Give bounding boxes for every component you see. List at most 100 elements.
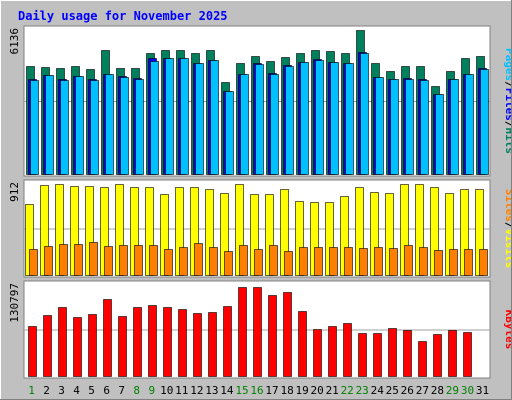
bar-kbytes-24 [373,333,382,377]
x-tick-label-21: 21 [326,384,339,397]
bar-sites-31 [479,249,488,276]
bar-sites-18 [284,251,293,276]
bar-kbytes-18 [283,292,292,377]
x-tick-label-12: 12 [190,384,203,397]
bar-pages-11 [180,58,189,175]
legend-part: Pages [503,48,512,81]
bar-pages-9 [150,61,159,175]
bar-pages-24 [375,77,384,175]
bar-kbytes-19 [298,311,307,377]
bar-pages-1 [30,80,39,175]
series-sites [29,242,488,276]
bar-kbytes-9 [148,305,157,377]
bar-kbytes-12 [193,313,202,377]
x-tick-label-23: 23 [356,384,369,397]
bar-pages-20 [315,60,324,175]
bar-sites-9 [149,245,158,276]
series-legend-label: Pages/Files/Hits [503,48,512,154]
x-tick-label-11: 11 [175,384,188,397]
x-tick-label-2: 2 [43,384,50,397]
bar-pages-30 [465,74,474,175]
bar-pages-26 [405,79,414,175]
x-tick-label-24: 24 [371,384,385,397]
panel-visits-sites: 912 Sites/Visits [8,179,512,278]
bar-pages-5 [90,80,99,175]
bar-sites-13 [209,247,218,276]
bar-pages-14 [225,91,234,175]
x-tick-label-7: 7 [118,384,125,397]
x-tick-label-1: 1 [28,384,35,397]
x-tick-label-9: 9 [148,384,155,397]
bar-sites-21 [329,247,338,276]
bar-sites-26 [404,245,413,276]
x-tick-label-13: 13 [205,384,218,397]
bar-sites-10 [164,249,173,276]
x-tick-label-30: 30 [461,384,474,397]
bar-pages-25 [390,79,399,175]
bar-kbytes-17 [268,295,277,377]
bar-kbytes-3 [58,307,67,377]
x-axis: 1 2 3 4 5 6 7 8 9 10 11 12 13 14 15 16 17 18 19 20 21 22 23 24 2… [28,384,489,397]
bar-pages-10 [165,58,174,175]
bar-pages-15 [240,74,249,175]
bar-sites-16 [254,249,263,276]
bar-pages-31 [480,69,489,175]
x-tick-label-8: 8 [133,384,140,397]
bar-sites-7 [119,245,128,276]
panel-kbytes: 130797 KBytes [8,280,512,379]
bar-kbytes-25 [388,328,397,377]
bar-pages-27 [420,80,429,175]
bar-pages-29 [450,79,459,175]
bar-sites-8 [134,245,143,276]
series-legend-label: Sites/Visits [503,189,512,269]
bar-kbytes-21 [328,326,337,377]
bar-sites-3 [59,244,68,276]
bar-sites-22 [344,247,353,276]
bar-kbytes-2 [43,315,52,377]
x-tick-label-15: 15 [235,384,248,397]
bar-kbytes-8 [133,307,142,377]
bar-sites-2 [44,246,53,276]
bar-sites-4 [74,244,83,276]
series-kbytes [28,287,472,377]
bar-pages-28 [435,94,444,175]
legend-part: / [503,121,512,128]
legend-part: / [503,81,512,88]
bar-kbytes-14 [223,306,232,377]
y-max-label: 6136 [8,28,21,55]
bar-pages-2 [45,75,54,175]
bar-kbytes-11 [178,309,187,377]
bar-kbytes-6 [103,299,112,377]
bar-sites-23 [359,248,368,276]
bar-pages-12 [195,63,204,175]
x-tick-label-28: 28 [431,384,444,397]
bar-kbytes-22 [343,323,352,377]
bar-sites-24 [374,247,383,276]
bar-pages-3 [60,80,69,175]
bar-sites-1 [29,249,38,276]
bar-kbytes-23 [358,333,367,377]
bar-sites-17 [269,245,278,276]
legend-part: Files [503,88,512,121]
series-legend-label: KBytes [503,310,512,350]
legend-part: / [503,222,512,229]
bar-sites-25 [389,248,398,276]
bar-pages-6 [105,74,114,175]
y-max-label: 130797 [8,283,21,323]
bar-sites-5 [89,242,98,276]
x-tick-label-6: 6 [103,384,110,397]
bar-sites-12 [194,243,203,276]
legend-part: KBytes [503,310,512,350]
x-tick-label-16: 16 [250,384,263,397]
bar-sites-20 [314,247,323,276]
bar-pages-7 [120,77,129,175]
bar-kbytes-1 [28,326,37,377]
bar-sites-11 [179,247,188,276]
bar-sites-19 [299,247,308,276]
legend-part: Hits [503,128,512,155]
bar-kbytes-15 [238,287,247,377]
bar-kbytes-28 [433,334,442,377]
